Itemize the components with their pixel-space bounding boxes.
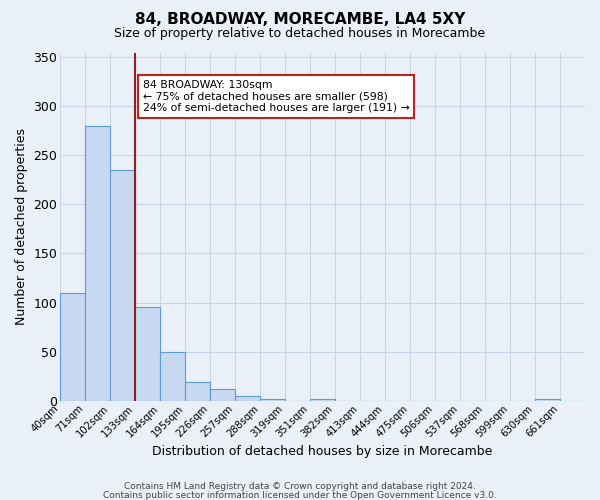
Bar <box>235 396 260 400</box>
Text: Contains HM Land Registry data © Crown copyright and database right 2024.: Contains HM Land Registry data © Crown c… <box>124 482 476 491</box>
Bar <box>185 382 210 400</box>
Bar <box>135 308 160 400</box>
Text: Size of property relative to detached houses in Morecambe: Size of property relative to detached ho… <box>115 28 485 40</box>
X-axis label: Distribution of detached houses by size in Morecambe: Distribution of detached houses by size … <box>152 444 493 458</box>
Y-axis label: Number of detached properties: Number of detached properties <box>15 128 28 325</box>
Bar <box>160 352 185 401</box>
Bar <box>310 398 335 400</box>
Bar <box>535 398 560 400</box>
Bar <box>260 398 285 400</box>
Text: 84 BROADWAY: 130sqm
← 75% of detached houses are smaller (598)
24% of semi-detac: 84 BROADWAY: 130sqm ← 75% of detached ho… <box>143 80 409 113</box>
Text: 84, BROADWAY, MORECAMBE, LA4 5XY: 84, BROADWAY, MORECAMBE, LA4 5XY <box>135 12 465 28</box>
Bar <box>60 292 85 401</box>
Bar <box>85 126 110 400</box>
Bar <box>210 389 235 400</box>
Text: Contains public sector information licensed under the Open Government Licence v3: Contains public sector information licen… <box>103 490 497 500</box>
Bar <box>110 170 135 400</box>
